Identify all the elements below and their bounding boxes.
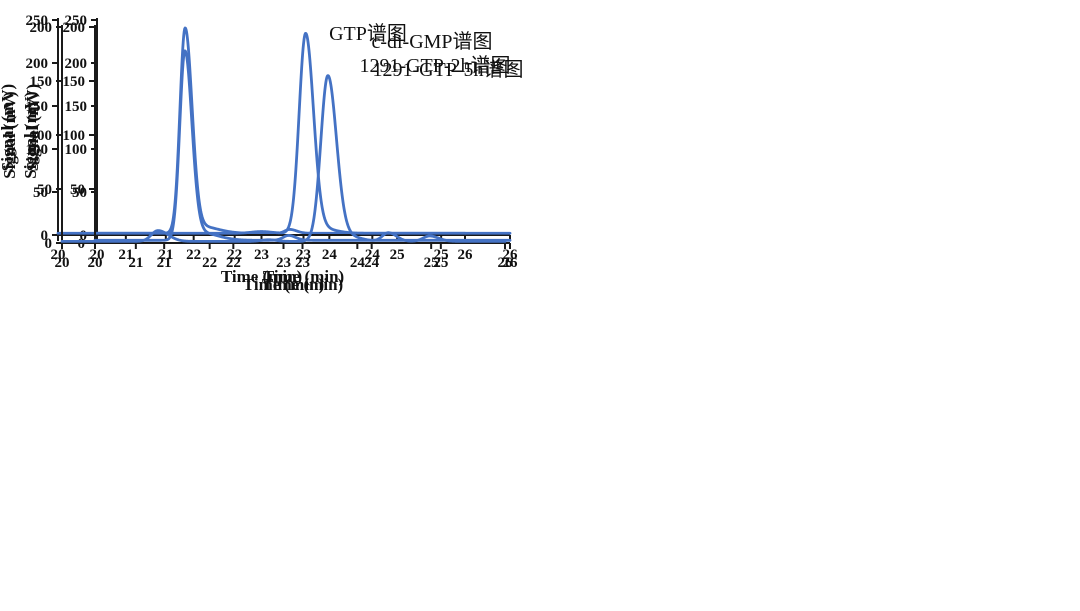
x-tick-label: 20 [88, 255, 103, 271]
x-tick-label: 21 [157, 255, 172, 271]
y-axis-label: Signal (mV) [23, 84, 42, 171]
chart-title: GTP谱图 [329, 22, 407, 45]
y-tick-label: 100 [26, 142, 49, 158]
y-tick-label: 150 [26, 99, 49, 115]
x-axis-label: Time (min) [262, 275, 343, 294]
x-tick-label: 22 [186, 247, 201, 263]
y-axis-label: Signal (mV) [0, 91, 19, 178]
y-tick-label: 200 [30, 20, 53, 36]
y-axis-label: Signal (mV) [0, 84, 17, 171]
y-tick-label: 250 [65, 13, 88, 29]
y-axis-label: Signal (mV) [21, 91, 40, 178]
x-tick-label: 24 [350, 255, 366, 271]
x-tick-label: 22 [226, 255, 241, 271]
signal-trace [56, 31, 467, 235]
x-tick-label: 25 [390, 247, 405, 263]
chart-title: 1291-GTP-2h谱图 [359, 54, 510, 77]
x-tick-label: 21 [158, 247, 173, 263]
x-tick-label: 20 [90, 247, 105, 263]
x-tick-label: 21 [118, 247, 133, 263]
y-tick-label: 50 [72, 185, 87, 201]
y-tick-label: 100 [30, 128, 53, 144]
y-tick-label: 0 [41, 228, 49, 244]
chart-title: c-di-GMP谱图 [371, 30, 492, 53]
chart-title: 1291-GTP-5h谱图 [372, 58, 523, 81]
x-tick-label: 20 [51, 247, 66, 263]
x-tick-label: 23 [296, 247, 311, 263]
x-tick-label: 26 [498, 255, 514, 271]
x-tick-label: 26 [503, 247, 519, 263]
y-tick-label: 200 [65, 56, 88, 72]
x-tick-label: 24 [365, 247, 381, 263]
y-tick-label: 50 [33, 185, 48, 201]
x-tick-label: 26 [503, 255, 519, 271]
signal-trace [60, 74, 507, 243]
y-tick-label: 150 [65, 99, 88, 115]
x-tick-label: 24 [364, 255, 380, 271]
x-tick-label: 23 [295, 255, 310, 271]
y-tick-label: 100 [65, 142, 88, 158]
x-tick-label: 26 [458, 247, 474, 263]
y-tick-label: 100 [63, 128, 86, 144]
x-tick-label: 25 [434, 247, 449, 263]
x-axis-label: Time (min) [263, 267, 344, 286]
x-tick-label: 20 [55, 255, 70, 271]
y-tick-label: 50 [37, 182, 52, 198]
x-tick-label: 23 [254, 247, 269, 263]
y-tick-label: 150 [63, 74, 86, 90]
y-tick-label: 200 [63, 20, 86, 36]
y-tick-label: 150 [30, 74, 53, 90]
x-tick-label: 25 [424, 255, 439, 271]
y-tick-label: 250 [26, 13, 49, 29]
x-axis-label: Time (min) [243, 275, 324, 294]
x-tick-label: 23 [276, 255, 291, 271]
x-axis-label: Time (min) [221, 267, 302, 286]
y-tick-label: 200 [26, 56, 49, 72]
x-tick-label: 22 [227, 247, 242, 263]
x-tick-label: 22 [202, 255, 217, 271]
y-tick-label: 50 [70, 182, 85, 198]
x-tick-label: 21 [128, 255, 143, 271]
y-tick-label: 0 [45, 236, 53, 252]
x-tick-label: 24 [322, 247, 338, 263]
x-tick-label: 25 [433, 255, 448, 271]
